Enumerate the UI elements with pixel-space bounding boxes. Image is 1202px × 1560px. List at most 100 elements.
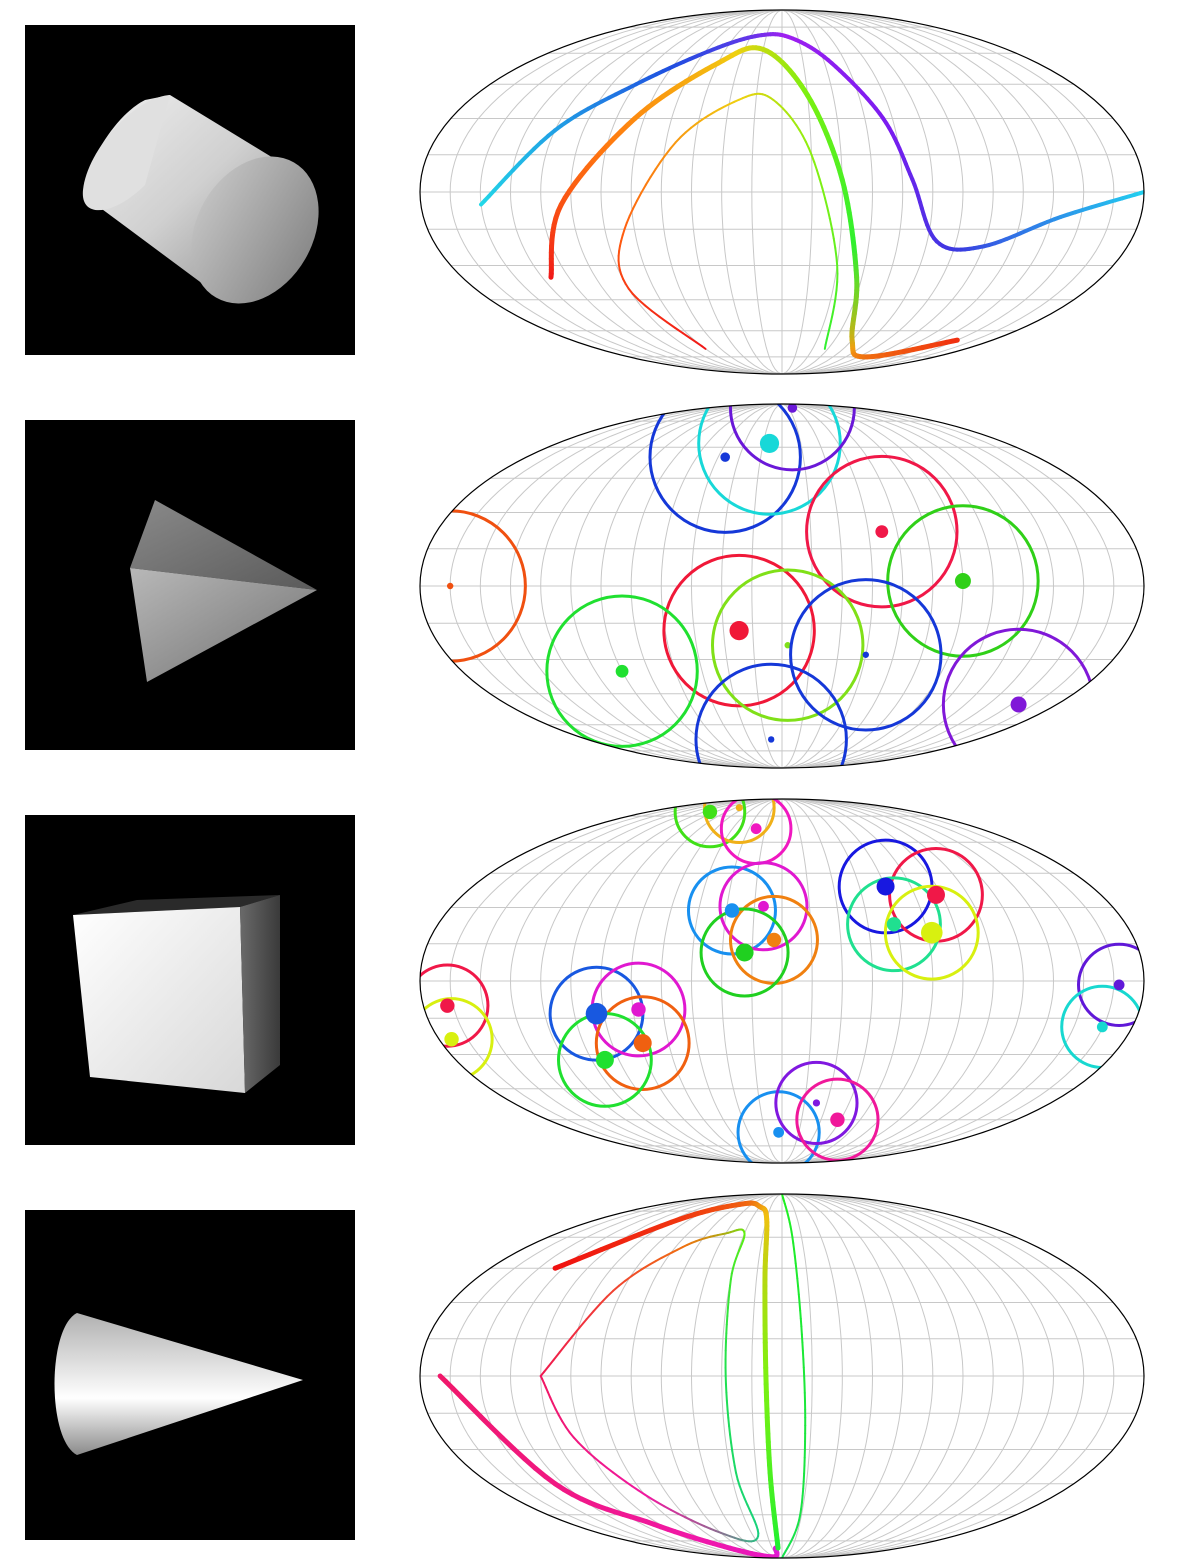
curve-segment — [733, 1458, 734, 1465]
graticule — [420, 404, 1144, 768]
region-center-dot — [955, 573, 971, 589]
curve-segment — [671, 142, 676, 148]
cluster-dot — [758, 901, 769, 912]
mollweide-map-2 — [418, 402, 1146, 770]
cluster-dot — [767, 933, 781, 947]
graticule — [420, 1194, 1144, 1558]
region-center-dot — [720, 452, 730, 462]
curve-segment — [659, 317, 667, 323]
curve-segment — [796, 1263, 797, 1270]
region-center-dot — [616, 665, 629, 678]
curve-segment — [726, 1392, 727, 1400]
curve-segment — [578, 1443, 583, 1448]
cluster-dot — [887, 917, 901, 931]
map-content — [407, 773, 1160, 1173]
curve-segment — [836, 257, 837, 265]
curve-segment — [798, 1286, 799, 1294]
curve-segment — [627, 216, 630, 223]
region-center-dot — [1011, 697, 1027, 713]
cluster-dot — [440, 998, 454, 1012]
curve-segment — [736, 1473, 738, 1480]
curve-segment — [554, 1352, 560, 1359]
curve-segment — [802, 1334, 803, 1342]
curve-segment — [680, 132, 685, 137]
curve-segment — [836, 282, 837, 290]
curve-segment — [728, 1300, 729, 1308]
curve-segment — [632, 1486, 638, 1490]
tetrahedron-render — [25, 420, 355, 750]
curve-segment — [594, 1304, 601, 1312]
curve-segment — [646, 177, 651, 185]
curve-segment — [587, 1311, 594, 1319]
curve-segment — [795, 1256, 796, 1263]
cluster-dot — [921, 922, 943, 944]
curve-segment — [697, 119, 703, 123]
curve-segment — [566, 1427, 570, 1433]
curve-segment — [607, 1468, 613, 1473]
curve-segment — [832, 229, 834, 239]
cluster-dot — [830, 1113, 844, 1127]
curve-segment — [830, 218, 832, 228]
curve-segment — [732, 1451, 733, 1459]
cone-icon — [25, 1210, 355, 1540]
curve-segment — [652, 311, 660, 317]
curve-segment — [800, 1311, 801, 1319]
curve-segment — [671, 1510, 678, 1514]
region-center-dot — [768, 736, 774, 742]
curve-segment — [656, 162, 661, 169]
cluster-dot — [444, 1032, 458, 1046]
curve-segment — [727, 1308, 728, 1316]
mollweide-map-1 — [418, 8, 1146, 376]
curve-segment — [817, 170, 820, 179]
cube-render — [25, 815, 355, 1145]
curve-segment — [698, 1523, 704, 1526]
tetrahedron-icon — [25, 420, 355, 750]
curve-segment — [802, 1496, 803, 1503]
curve-segment — [820, 179, 823, 188]
cluster-dot — [631, 1002, 645, 1016]
curve-segment — [835, 290, 836, 298]
curve-segment — [794, 1249, 795, 1256]
curve-segment — [625, 223, 627, 229]
curve-segment — [729, 1286, 730, 1293]
cluster-dot — [751, 823, 762, 834]
curve-segment — [729, 1426, 730, 1434]
cluster-dot — [586, 1003, 608, 1025]
cluster-dot — [1114, 979, 1125, 990]
curve-segment — [613, 1472, 619, 1477]
curve-segment — [619, 1281, 625, 1286]
curve-segment — [685, 1517, 692, 1520]
curve-segment — [589, 1453, 595, 1458]
curve-segment — [801, 1319, 802, 1327]
curve-segment — [574, 1438, 579, 1443]
curve-segment — [828, 208, 830, 218]
curve-segment — [822, 189, 825, 199]
curve-segment — [730, 1435, 731, 1443]
curve-segment — [691, 123, 697, 127]
curve-segment — [559, 1415, 562, 1421]
curve-segment — [835, 248, 836, 257]
cluster-dot — [736, 804, 743, 811]
curve-segment — [801, 1326, 802, 1334]
curve-segment — [806, 142, 809, 148]
curve-segment — [544, 1366, 548, 1372]
cluster-dot — [634, 1034, 652, 1052]
curve-segment — [834, 238, 836, 248]
curve-segment — [834, 298, 835, 306]
curve-segment — [727, 1401, 728, 1410]
curve-segment — [833, 306, 834, 314]
curve-segment — [742, 1492, 745, 1498]
curve-segment — [657, 1502, 664, 1506]
curve-segment — [613, 1286, 619, 1291]
cube-icon — [25, 815, 355, 1145]
curve-segment — [831, 314, 833, 321]
curve-segment — [645, 305, 652, 311]
curve-segment — [556, 1409, 559, 1415]
cluster-dot — [1097, 1021, 1108, 1032]
curve-segment — [740, 1486, 742, 1492]
curve-segment — [800, 1302, 801, 1310]
curve-segment — [562, 1421, 566, 1427]
curve-segment — [686, 128, 691, 133]
curve-segment — [825, 198, 827, 208]
region-center-dot — [447, 583, 453, 589]
